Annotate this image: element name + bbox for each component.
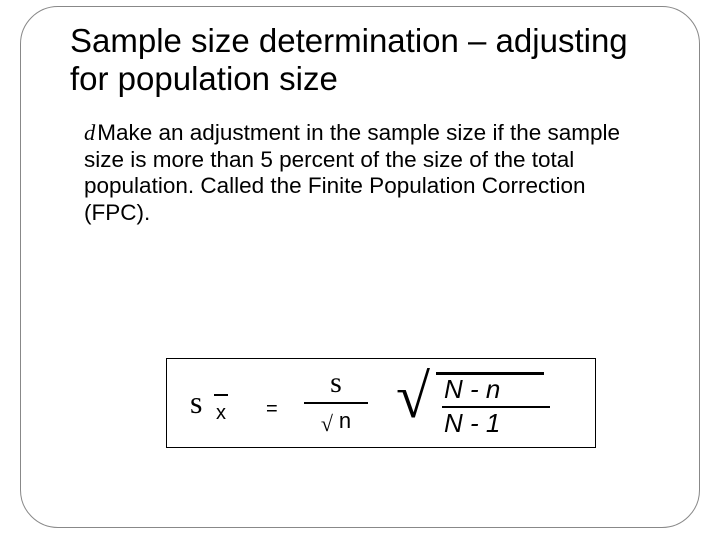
- formula: s x = s √n √ N - n N - 1: [178, 362, 598, 444]
- formula-sigma: s: [190, 384, 202, 421]
- frac1-denominator: √n: [306, 408, 366, 437]
- slide-body: dMake an adjustment in the sample size i…: [84, 120, 644, 226]
- formula-xbar-overline: [214, 394, 228, 396]
- formula-subscript-x: x: [216, 402, 226, 425]
- frac2-denominator: N - 1: [444, 408, 544, 438]
- frac1-numerator: s: [306, 368, 366, 398]
- slide: Sample size determination – adjusting fo…: [0, 0, 720, 540]
- slide-title: Sample size determination – adjusting fo…: [70, 22, 630, 98]
- formula-fraction-sigma-over-rootn: s √n: [306, 368, 366, 398]
- frac1-n: n: [339, 408, 351, 434]
- body-text: Make an adjustment in the sample size if…: [84, 120, 620, 225]
- frac2-bar: [442, 406, 550, 408]
- formula-equals: =: [266, 398, 278, 421]
- frac2-numerator: N - n: [444, 374, 500, 404]
- formula-fraction-fpc: N - n N - 1: [444, 374, 544, 404]
- big-surd-icon: √: [396, 366, 430, 428]
- frac1-bar: [304, 402, 368, 404]
- frac1-surd-icon: √: [321, 411, 333, 437]
- bullet-marker-icon: d: [84, 120, 95, 145]
